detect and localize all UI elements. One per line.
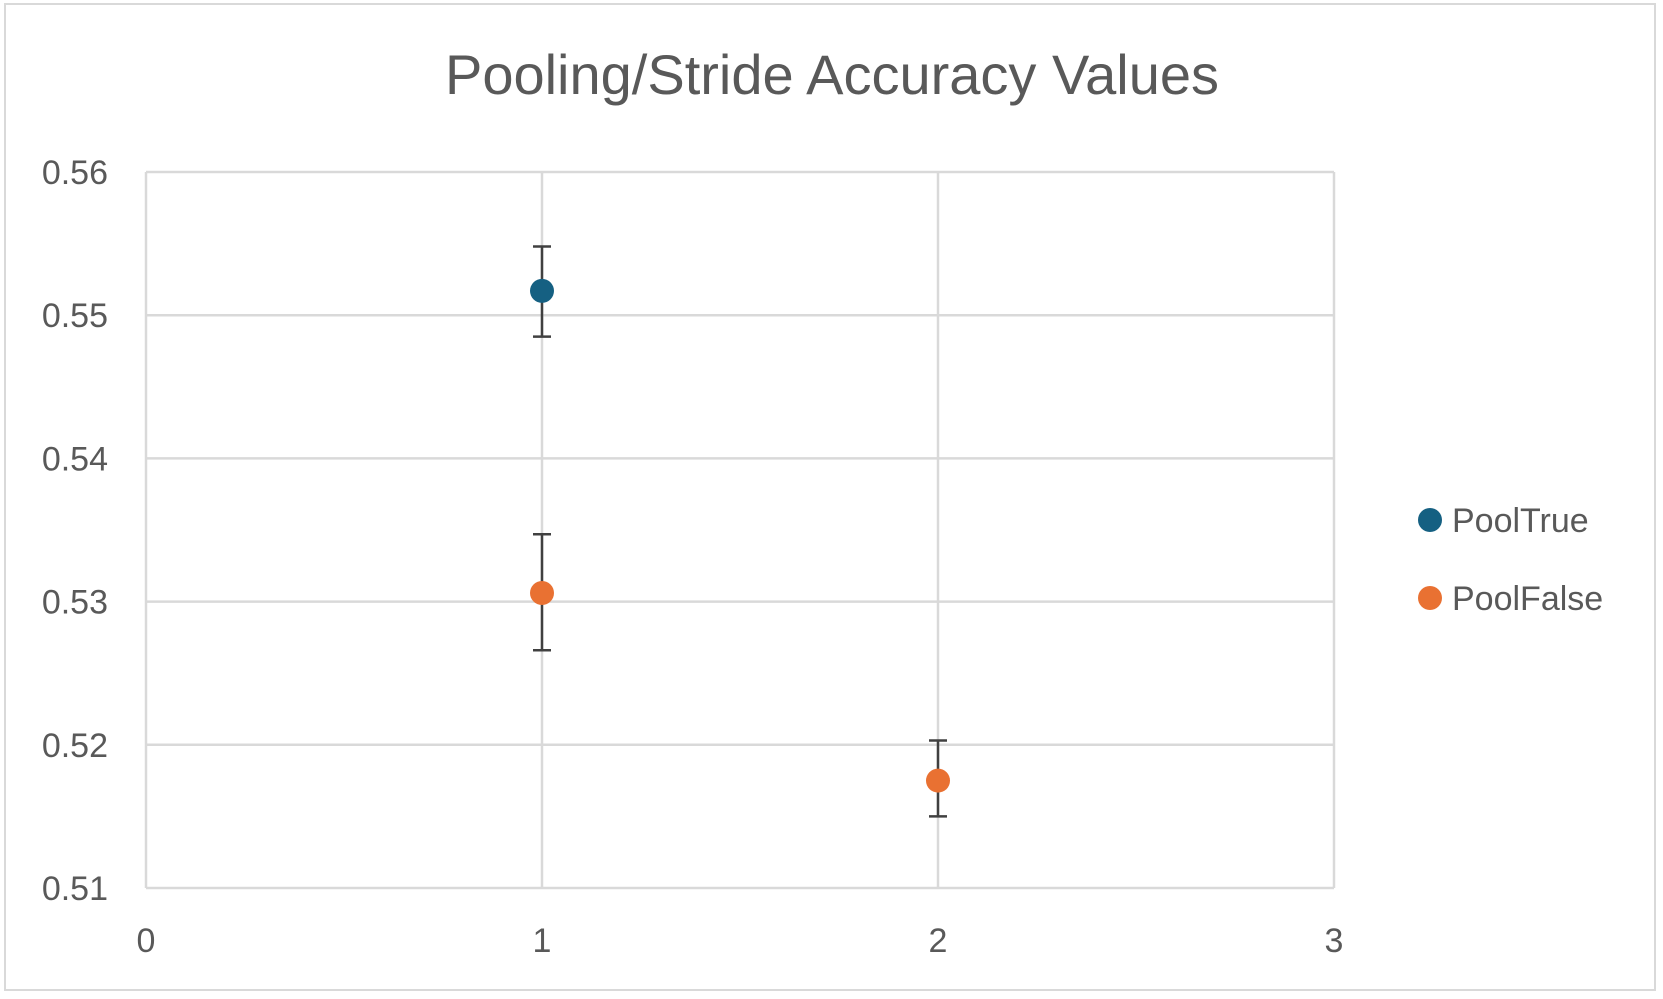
grid-layer bbox=[144, 170, 1336, 890]
y-tick-label: 0.52 bbox=[42, 727, 108, 765]
y-tick-label: 0.53 bbox=[42, 584, 108, 622]
y-tick-label: 0.55 bbox=[42, 297, 108, 335]
legend: PoolTrue PoolFalse bbox=[1418, 502, 1603, 618]
x-axis-tick-labels: 0 1 2 3 bbox=[137, 922, 1344, 960]
x-tick-label: 2 bbox=[929, 922, 948, 960]
y-axis-tick-labels: 0.51 0.52 0.53 0.54 0.55 0.56 bbox=[42, 154, 108, 908]
data-point-poolfalse bbox=[926, 768, 950, 793]
error-bars bbox=[533, 245, 947, 818]
data-point-poolfalse bbox=[530, 581, 554, 606]
y-tick-label: 0.56 bbox=[42, 154, 108, 192]
data-point-pooltrue bbox=[530, 278, 554, 303]
x-tick-label: 1 bbox=[533, 922, 552, 960]
x-tick-label: 0 bbox=[137, 922, 156, 960]
x-tick-label: 3 bbox=[1325, 922, 1344, 960]
legend-label-pooltrue: PoolTrue bbox=[1452, 502, 1589, 540]
legend-label-poolfalse: PoolFalse bbox=[1452, 580, 1603, 618]
chart-title: Pooling/Stride Accuracy Values bbox=[445, 43, 1219, 106]
chart-frame bbox=[4, 3, 1656, 991]
y-tick-label: 0.54 bbox=[42, 440, 108, 478]
legend-marker-pooltrue bbox=[1418, 508, 1442, 532]
y-tick-label: 0.51 bbox=[42, 870, 108, 908]
legend-marker-poolfalse bbox=[1418, 586, 1442, 610]
data-points bbox=[530, 278, 950, 793]
